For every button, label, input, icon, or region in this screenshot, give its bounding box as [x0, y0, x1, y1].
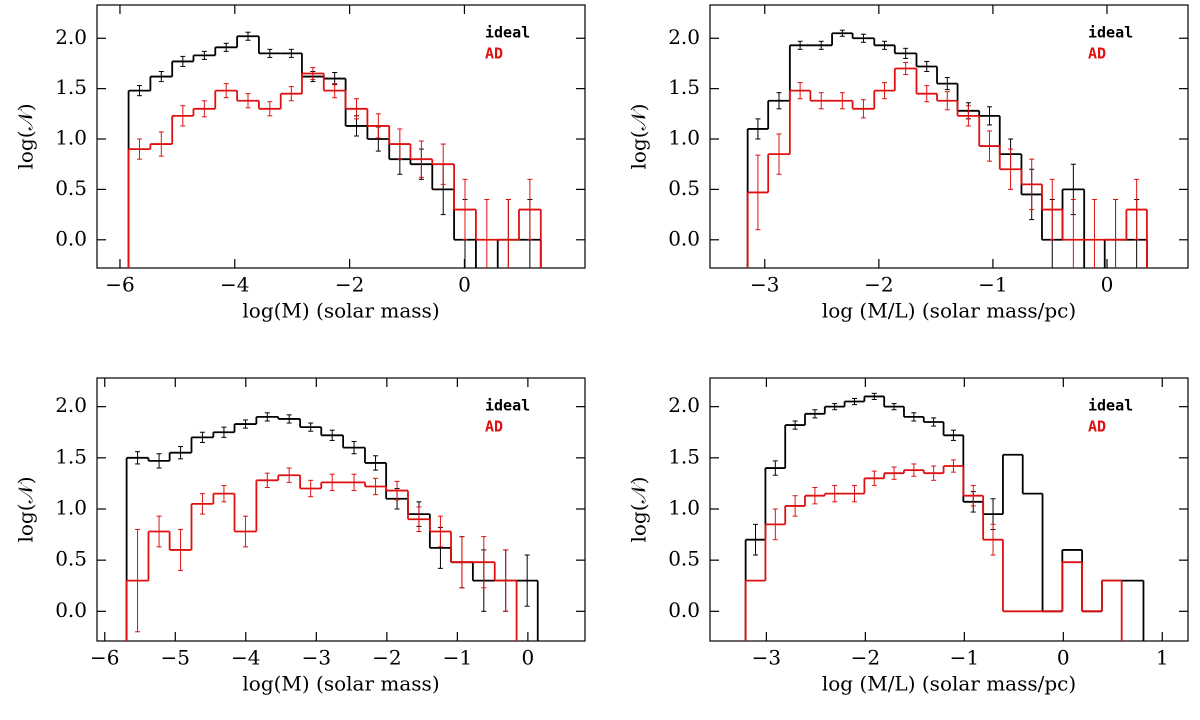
y-tick-label: 1.5: [55, 444, 87, 468]
x-tick-label: 0: [522, 646, 535, 670]
axes-frame: [96, 4, 586, 269]
legend-label: ideal: [1088, 397, 1133, 415]
x-tick-label: −6: [90, 646, 119, 670]
plot-area: [125, 412, 539, 641]
panel: −6 −4 −2 0 0.0 0.5 1.0 1.5 2.0 log(M) (solar mass…: [14, 4, 586, 323]
plot-area: [746, 29, 1148, 268]
legend-label: ideal: [485, 24, 530, 42]
panel: −3 −2 −1 0 0.0 0.5 1.0 1.5 2.0 log (M/L) (solar m…: [627, 4, 1189, 323]
x-axis-label: log (M/L) (solar mass/pc): [822, 299, 1076, 323]
legend-label: AD: [485, 418, 503, 436]
y-tick-label: 2.0: [668, 393, 700, 417]
y-axis-label: log(𝒩): [627, 103, 651, 169]
y-tick-label: 0.0: [668, 226, 700, 250]
legend-label: ideal: [1088, 24, 1133, 42]
x-tick-label: −1: [978, 273, 1007, 297]
x-tick-label: −3: [750, 273, 779, 297]
x-axis-label: log (M/L) (solar mass/pc): [822, 672, 1076, 696]
y-tick-label: 2.0: [55, 25, 87, 49]
y-tick-label: 0.5: [55, 176, 87, 200]
y-tick-label: 0.5: [668, 176, 700, 200]
x-tick-label: −4: [220, 273, 249, 297]
axes-frame: [709, 4, 1189, 269]
y-tick-label: 1.5: [668, 75, 700, 99]
x-tick-label: −2: [372, 646, 401, 670]
axes-frame: [709, 377, 1189, 642]
x-tick-label: −1: [443, 646, 472, 670]
y-tick-label: 0.5: [668, 547, 700, 571]
x-tick-label: −3: [302, 646, 331, 670]
panel: −3 −2 −1 0 1 0.0 0.5 1.0 1.5 2.0 log (M/L) (solar …: [627, 377, 1189, 696]
x-tick-label: 1: [1156, 646, 1169, 670]
x-axis-label: log(M) (solar mass): [242, 299, 439, 323]
panel: −6 −5 −4 −3 −2 −1 0 0.0 0.5 1.0 1.5 2.0 log(M) (sola…: [14, 377, 586, 696]
x-tick-label: 0: [458, 273, 471, 297]
y-tick-label: 0.0: [55, 226, 87, 250]
y-tick-label: 1.5: [668, 444, 700, 468]
y-tick-label: 1.0: [668, 126, 700, 150]
legend-label: AD: [485, 45, 503, 63]
x-tick-label: 0: [1057, 646, 1070, 670]
legend-label: AD: [1088, 418, 1106, 436]
axes-frame: [96, 377, 586, 642]
legend-label: AD: [1088, 45, 1106, 63]
y-tick-label: 0.0: [55, 598, 87, 622]
x-tick-label: 0: [1101, 273, 1114, 297]
y-tick-label: 1.5: [55, 75, 87, 99]
y-tick-label: 2.0: [55, 393, 87, 417]
y-axis-label: log(𝒩): [627, 476, 651, 542]
plot-area: [127, 31, 542, 268]
x-tick-label: −6: [105, 273, 134, 297]
x-tick-label: −1: [950, 646, 979, 670]
y-axis-label: log(𝒩): [14, 103, 38, 169]
y-tick-label: 1.0: [668, 495, 700, 519]
y-tick-label: 0.0: [668, 598, 700, 622]
y-axis-label: log(𝒩): [14, 476, 38, 542]
x-tick-label: −4: [231, 646, 260, 670]
y-tick-label: 2.0: [668, 25, 700, 49]
x-tick-label: −5: [161, 646, 190, 670]
x-axis-label: log(M) (solar mass): [242, 672, 439, 696]
y-tick-label: 1.0: [55, 495, 87, 519]
y-tick-label: 1.0: [55, 126, 87, 150]
x-tick-label: −2: [851, 646, 880, 670]
x-tick-label: −2: [335, 273, 364, 297]
y-tick-label: 0.5: [55, 547, 87, 571]
plot-area: [744, 392, 1145, 641]
x-tick-label: −2: [864, 273, 893, 297]
x-tick-label: −3: [752, 646, 781, 670]
legend-label: ideal: [485, 397, 530, 415]
